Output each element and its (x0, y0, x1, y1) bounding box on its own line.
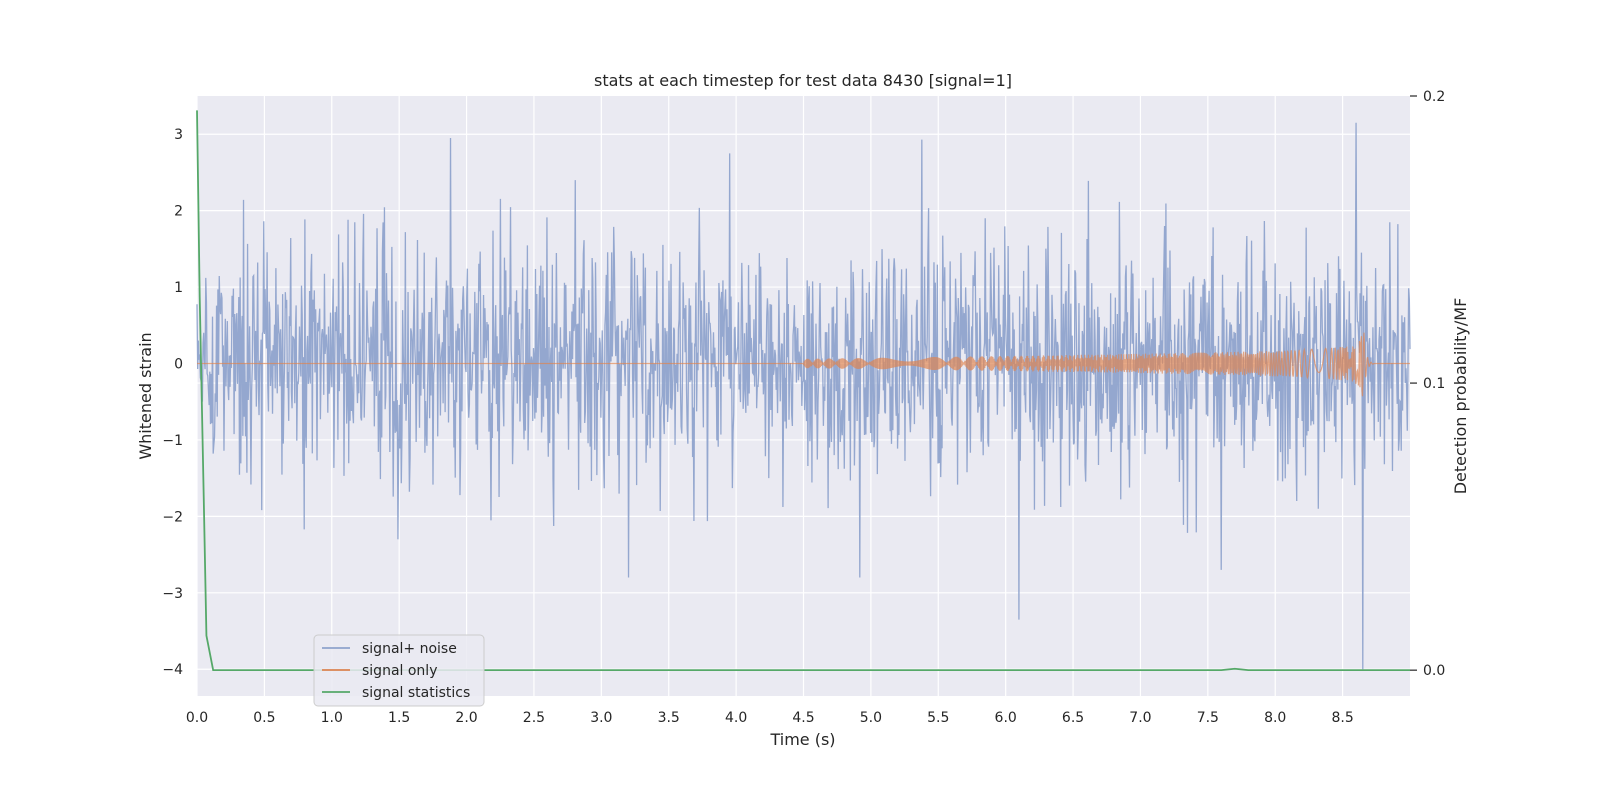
x-tick-label: 5.0 (860, 710, 882, 726)
series-signal-noise (196, 122, 1411, 670)
x-tick-label: 4.0 (725, 710, 747, 726)
series-signal-only (197, 332, 1410, 397)
x-tick-label: 6.5 (1062, 710, 1084, 726)
y-axis-left-label: Whitened strain (136, 332, 155, 459)
y-left-tick-label: 3 (174, 127, 183, 143)
x-tick-label: 5.5 (927, 710, 949, 726)
x-tick-label: 4.5 (792, 710, 814, 726)
y-right-tick-label: 0.2 (1423, 89, 1445, 105)
x-tick-label: 7.5 (1197, 710, 1219, 726)
series-signal-statistics (196, 110, 1410, 672)
noise-line (196, 122, 1411, 670)
y-left-tick-label: 1 (174, 280, 183, 296)
legend-label: signal only (362, 663, 437, 679)
x-tick-label: 8.0 (1264, 710, 1286, 726)
y-left-tick-label: −2 (162, 509, 183, 525)
x-tick-label: 0.5 (253, 710, 275, 726)
legend-label: signal+ noise (362, 641, 457, 657)
y-axis-right-label: Detection probability/MF (1451, 298, 1470, 495)
y-axis-left-ticks: 3 2 1 0 −1 −2 −3 −4 (162, 127, 183, 678)
y-right-tick-label: 0.1 (1423, 376, 1445, 392)
legend-box (313, 634, 485, 707)
chart-title: stats at each timestep for test data 843… (594, 71, 1012, 90)
x-tick-label: 6.0 (995, 710, 1017, 726)
x-tick-label: 8.5 (1331, 710, 1353, 726)
stats-line (196, 110, 1410, 672)
legend: signal+ noise signal only signal statistic… (313, 634, 485, 707)
x-tick-label: 2.0 (455, 710, 477, 726)
x-tick-label: 1.0 (321, 710, 343, 726)
y-left-tick-label: 0 (174, 357, 183, 373)
x-tick-label: 2.5 (523, 710, 545, 726)
legend-label: signal statistics (362, 685, 470, 701)
y-left-tick-label: −4 (162, 662, 183, 678)
signal-line (197, 332, 1410, 397)
y-left-tick-label: 2 (174, 204, 183, 220)
y-right-tick-label: 0.0 (1423, 663, 1445, 679)
y-left-tick-label: −3 (162, 586, 183, 602)
x-tick-label: 3.5 (658, 710, 680, 726)
x-tick-label: 7.0 (1129, 710, 1151, 726)
x-tick-label: 0.0 (186, 710, 208, 726)
x-tick-label: 1.5 (388, 710, 410, 726)
x-axis-ticks: 0.0 0.5 1.0 1.5 2.0 2.5 3.0 3.5 4.0 4.5 5.0 5.5 6.0 6… (186, 710, 1354, 726)
x-tick-label: 3.0 (590, 710, 612, 726)
y-left-tick-label: −1 (162, 433, 183, 449)
y-axis-right-ticks: 0.2 0.1 0.0 (1410, 89, 1445, 679)
x-axis-label: Time (s) (769, 730, 835, 749)
